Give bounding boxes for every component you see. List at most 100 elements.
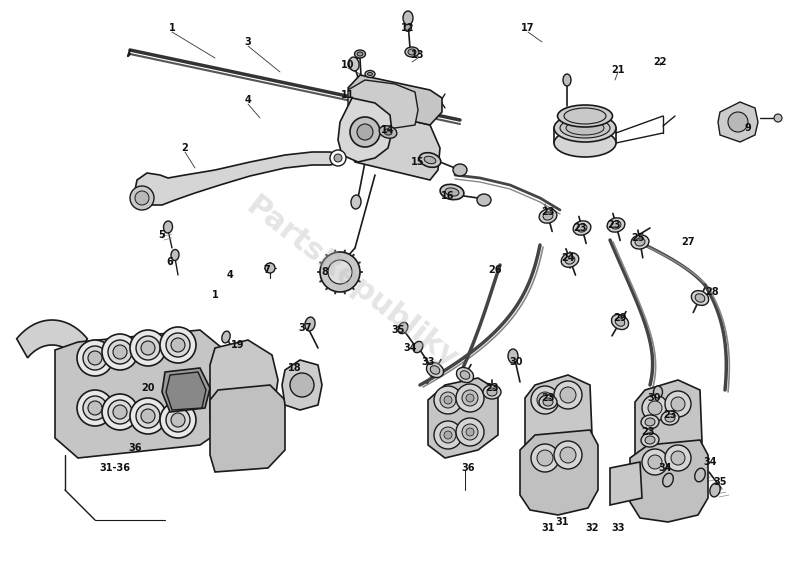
Circle shape xyxy=(88,401,102,415)
Ellipse shape xyxy=(427,362,443,377)
Ellipse shape xyxy=(554,129,616,157)
Text: 30: 30 xyxy=(509,357,523,367)
Text: 15: 15 xyxy=(411,157,425,167)
Circle shape xyxy=(166,408,190,432)
Text: 36: 36 xyxy=(129,443,141,453)
Ellipse shape xyxy=(641,415,659,429)
Text: 30: 30 xyxy=(647,393,661,403)
Polygon shape xyxy=(17,320,87,358)
Circle shape xyxy=(537,450,553,466)
Ellipse shape xyxy=(508,349,518,363)
Circle shape xyxy=(434,386,462,414)
Text: 4: 4 xyxy=(244,95,252,105)
Ellipse shape xyxy=(631,235,649,249)
Text: 12: 12 xyxy=(401,23,415,33)
Ellipse shape xyxy=(691,290,709,305)
Circle shape xyxy=(728,112,748,132)
Circle shape xyxy=(444,396,452,404)
Ellipse shape xyxy=(430,366,439,375)
Ellipse shape xyxy=(560,118,610,138)
Circle shape xyxy=(350,117,380,147)
Circle shape xyxy=(444,431,452,439)
Ellipse shape xyxy=(774,114,782,122)
Ellipse shape xyxy=(171,249,179,260)
Circle shape xyxy=(440,392,456,408)
Circle shape xyxy=(462,424,478,440)
Ellipse shape xyxy=(445,188,459,196)
Ellipse shape xyxy=(654,386,662,398)
Circle shape xyxy=(456,418,484,446)
Circle shape xyxy=(130,398,166,434)
Circle shape xyxy=(141,341,155,355)
Text: 37: 37 xyxy=(298,323,312,333)
Text: 23: 23 xyxy=(485,383,499,393)
Circle shape xyxy=(160,327,196,363)
Text: 22: 22 xyxy=(654,57,666,67)
Text: 33: 33 xyxy=(611,523,625,533)
Text: 34: 34 xyxy=(658,463,672,473)
Circle shape xyxy=(665,445,691,471)
Ellipse shape xyxy=(645,418,655,426)
Text: 33: 33 xyxy=(421,357,435,367)
Ellipse shape xyxy=(453,164,467,176)
Text: 1: 1 xyxy=(169,23,175,33)
Circle shape xyxy=(665,391,691,417)
Circle shape xyxy=(554,381,582,409)
Circle shape xyxy=(671,397,685,411)
Polygon shape xyxy=(610,462,642,505)
Circle shape xyxy=(102,394,138,430)
Text: 26: 26 xyxy=(488,265,502,275)
Ellipse shape xyxy=(368,72,372,75)
Ellipse shape xyxy=(558,105,613,127)
Text: 31: 31 xyxy=(541,523,555,533)
Polygon shape xyxy=(282,360,322,410)
Text: 23: 23 xyxy=(541,393,555,403)
Ellipse shape xyxy=(404,25,411,32)
Ellipse shape xyxy=(615,318,625,326)
Polygon shape xyxy=(348,80,418,128)
Ellipse shape xyxy=(355,50,365,58)
Ellipse shape xyxy=(665,414,675,422)
Text: PartsRepubliky: PartsRepubliky xyxy=(240,191,463,374)
Ellipse shape xyxy=(440,184,464,200)
Circle shape xyxy=(328,260,352,284)
Circle shape xyxy=(83,396,107,420)
Text: 13: 13 xyxy=(411,50,425,60)
Text: 34: 34 xyxy=(403,343,417,353)
Ellipse shape xyxy=(403,11,413,25)
Ellipse shape xyxy=(543,212,553,220)
Ellipse shape xyxy=(661,411,679,425)
Text: 31-36: 31-36 xyxy=(100,463,130,473)
Circle shape xyxy=(88,351,102,365)
Circle shape xyxy=(102,334,138,370)
Ellipse shape xyxy=(554,114,616,142)
Circle shape xyxy=(135,191,149,205)
Circle shape xyxy=(171,338,185,352)
Circle shape xyxy=(642,395,668,421)
Polygon shape xyxy=(525,375,592,478)
Text: 23: 23 xyxy=(607,220,621,230)
Ellipse shape xyxy=(380,126,397,138)
Text: 3: 3 xyxy=(244,37,252,47)
Ellipse shape xyxy=(164,221,173,233)
Text: 10: 10 xyxy=(341,60,355,70)
Ellipse shape xyxy=(222,331,230,343)
Polygon shape xyxy=(338,98,392,162)
Text: 21: 21 xyxy=(611,65,625,75)
Polygon shape xyxy=(635,380,702,485)
Text: 7: 7 xyxy=(264,265,270,275)
Circle shape xyxy=(108,400,132,424)
Circle shape xyxy=(330,150,346,166)
Circle shape xyxy=(160,402,196,438)
Polygon shape xyxy=(166,372,206,410)
Text: 31: 31 xyxy=(555,517,569,527)
Ellipse shape xyxy=(477,194,491,206)
Ellipse shape xyxy=(424,156,436,163)
Ellipse shape xyxy=(419,153,441,168)
Circle shape xyxy=(171,413,185,427)
Circle shape xyxy=(440,427,456,443)
Text: 29: 29 xyxy=(614,313,626,323)
Circle shape xyxy=(648,401,662,415)
Ellipse shape xyxy=(635,238,645,246)
Ellipse shape xyxy=(460,370,470,379)
